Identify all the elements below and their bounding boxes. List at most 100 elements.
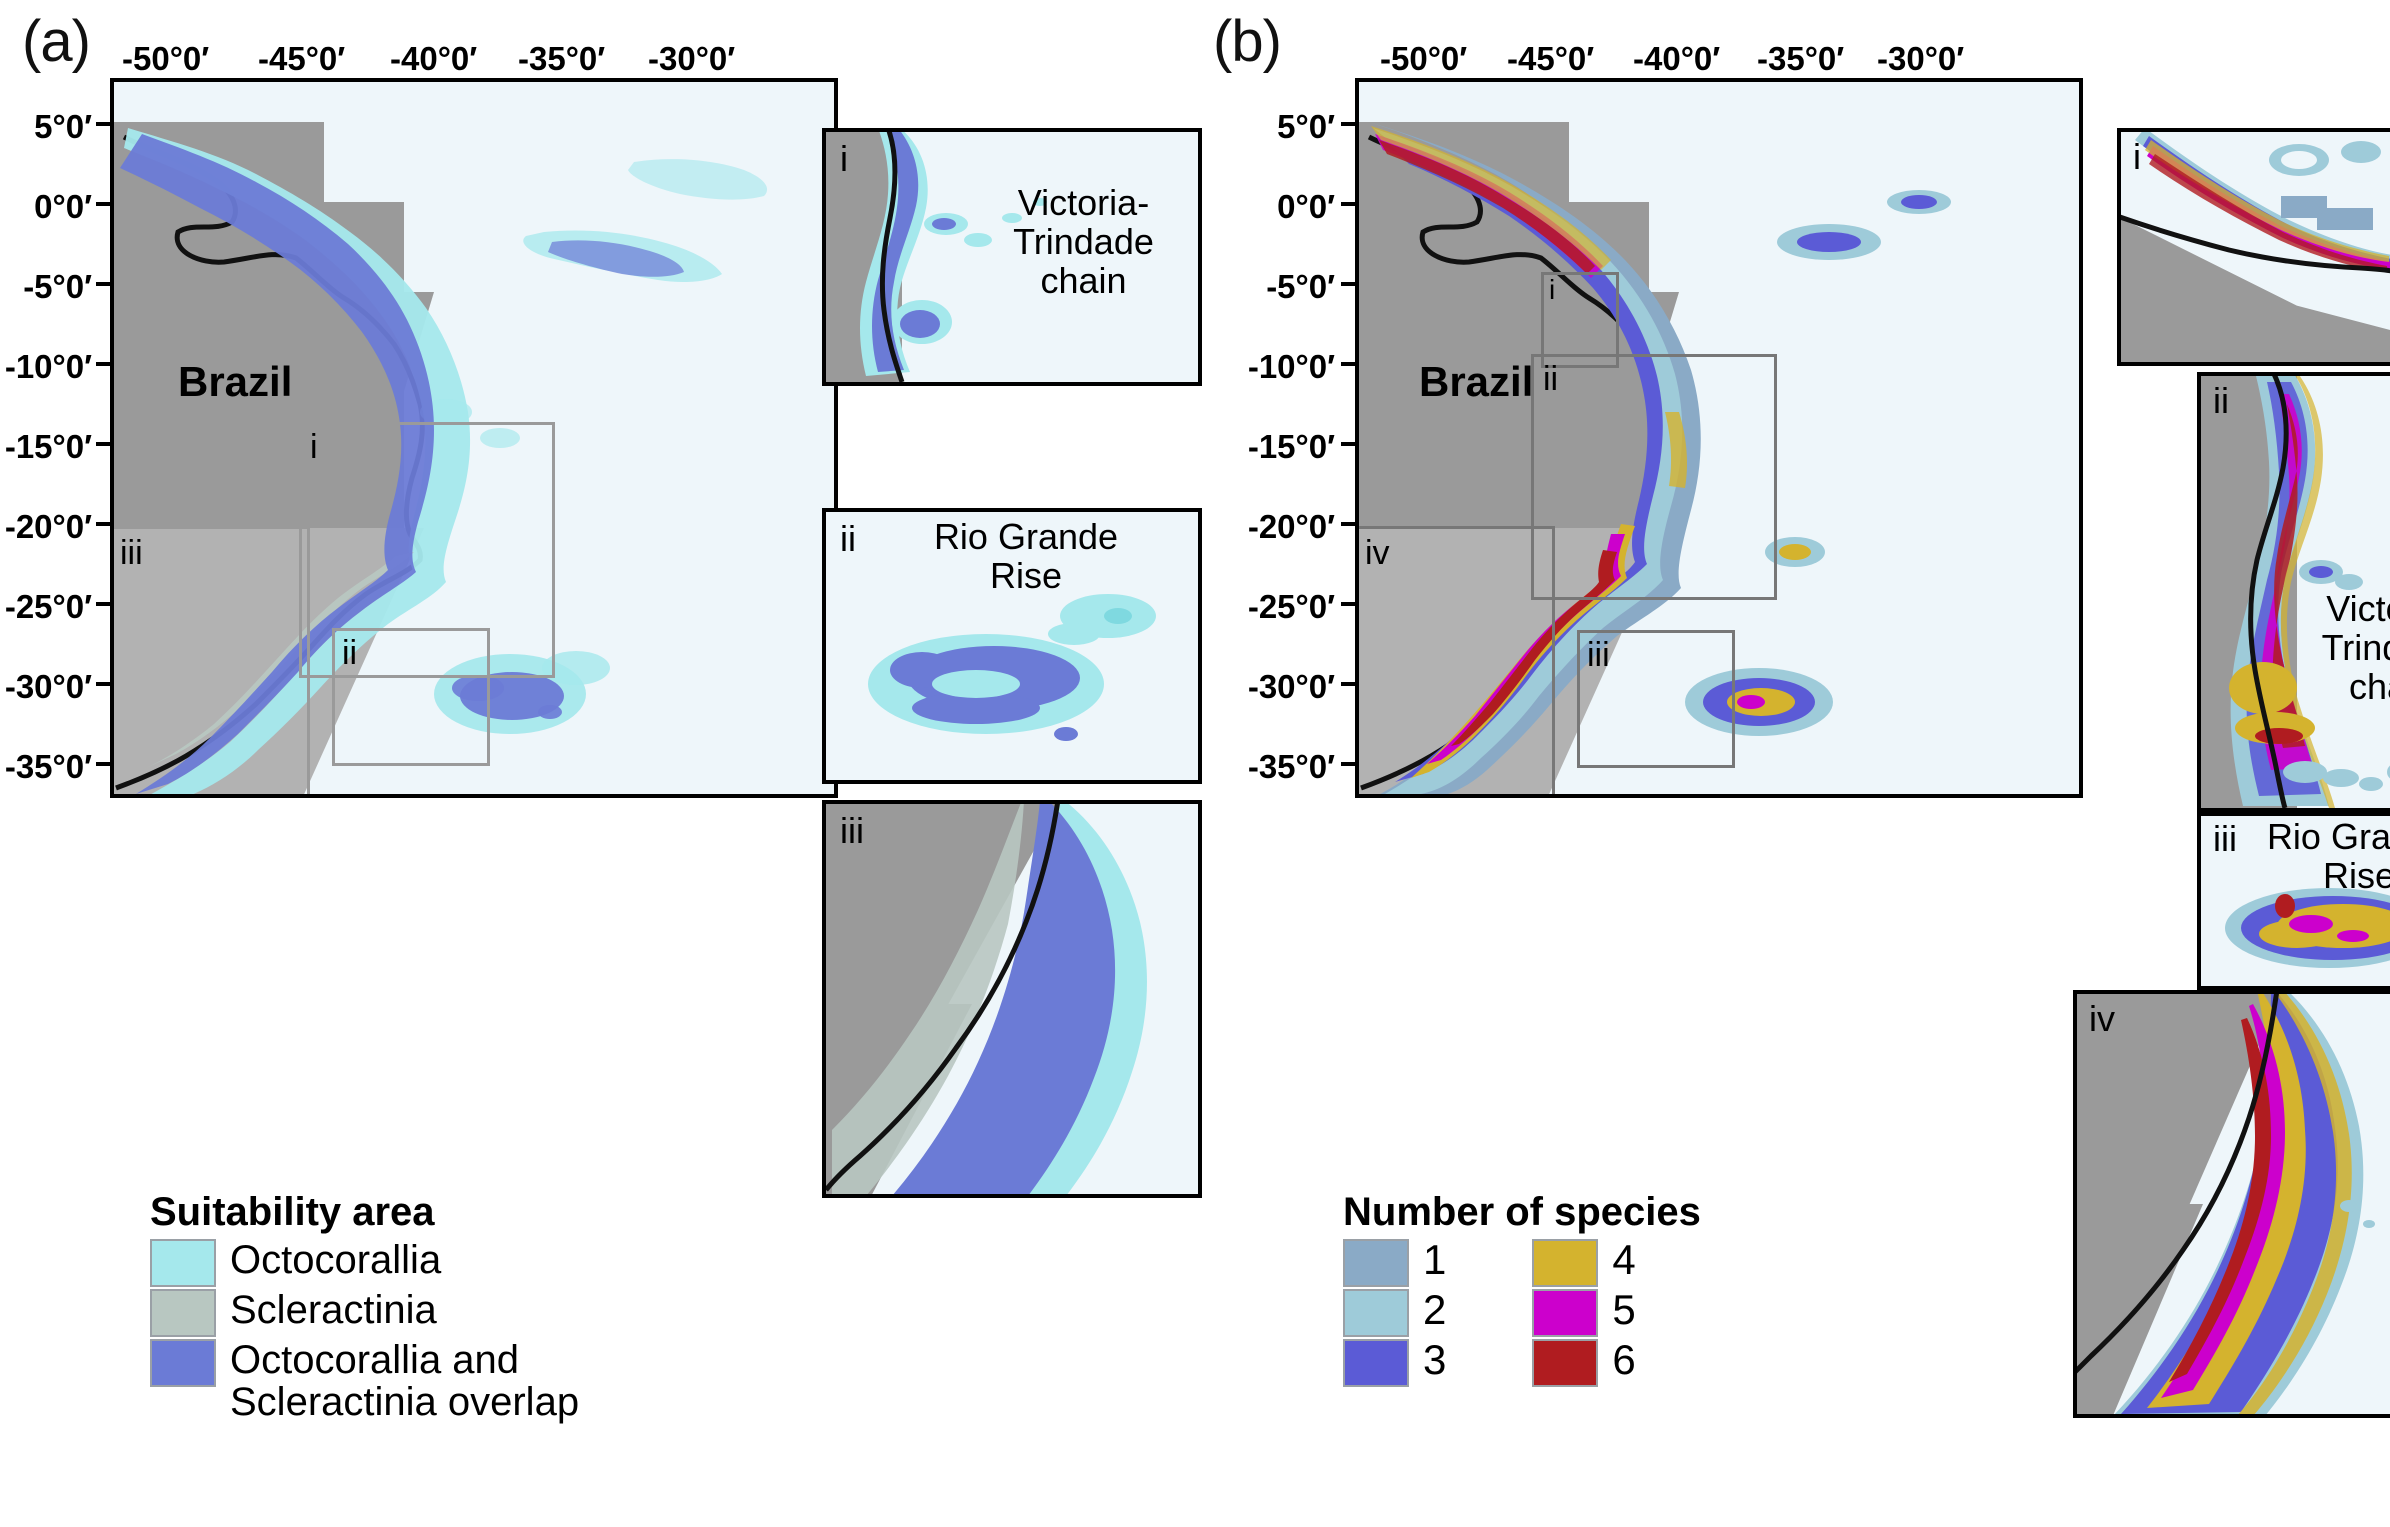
legend-item-species-4[interactable]: 4 bbox=[1532, 1236, 1636, 1287]
panel-a-locator-ii[interactable] bbox=[332, 628, 490, 766]
panel-a-xtick-2: -40°0′ bbox=[390, 40, 478, 77]
inset-iv-bands-b bbox=[2114, 994, 2375, 1414]
panel-b-inset-ii-title: Victoria- Trindade chain bbox=[2321, 588, 2390, 707]
panel-b-inset-iii-title: Rio Grande Rise bbox=[2266, 816, 2390, 896]
legend-swatch-species-2 bbox=[1343, 1289, 1409, 1337]
panel-b-ytick-mark-5 bbox=[1341, 522, 1355, 526]
panel-b-ytick-mark-0 bbox=[1341, 122, 1355, 126]
legend-label-species-2: 2 bbox=[1423, 1286, 1447, 1333]
panel-a-legend: Suitability area Octocorallia Scleractin… bbox=[150, 1190, 579, 1426]
panel-b-ytick-8: -35°0′ bbox=[1247, 748, 1335, 785]
panel-a-ytick-5: -20°0′ bbox=[4, 508, 92, 545]
inset-ii-coast-b bbox=[2248, 376, 2289, 808]
panel-b-main-map[interactable]: i ii iii iv Brazil bbox=[1355, 78, 2083, 798]
panel-b-inset-iv-number: iv bbox=[2089, 998, 2115, 1039]
panel-b-locator-iii-label: iii bbox=[1587, 636, 1610, 674]
panel-b-locator-i-label: i bbox=[1549, 274, 1556, 305]
panel-a-main-map[interactable]: i ii iii Brazil bbox=[110, 78, 838, 798]
panel-a-xtick-1: -45°0′ bbox=[258, 40, 346, 77]
panel-a-inset-ii-title: Rio Grande Rise bbox=[933, 516, 1119, 596]
legend-label-species-5: 5 bbox=[1612, 1286, 1636, 1333]
panel-b-ytick-mark-6 bbox=[1341, 602, 1355, 606]
panel-b-xtick-4: -30°0′ bbox=[1877, 40, 1965, 77]
panel-a-ytick-4: -15°0′ bbox=[4, 428, 92, 465]
panel-a-ytick-mark-6 bbox=[96, 602, 110, 606]
panel-a-locator-i-label: i bbox=[310, 428, 318, 466]
panel-a-xtick-0: -50°0′ bbox=[122, 40, 210, 77]
inset-iii-bands-b bbox=[2225, 888, 2390, 968]
panel-b-inset-ii-number: ii bbox=[2213, 380, 2229, 421]
panel-b-ytick-3: -10°0′ bbox=[1247, 348, 1335, 385]
panel-a-letter: (a) bbox=[22, 9, 91, 74]
panel-a-inset-i[interactable]: i Victoria- Trindade chain bbox=[822, 128, 1202, 386]
legend-item-species-3[interactable]: 3 bbox=[1343, 1339, 1446, 1387]
panel-a-xtick-4: -30°0′ bbox=[648, 40, 736, 77]
panel-b-xtick-2: -40°0′ bbox=[1633, 40, 1721, 77]
legend-swatch-species-1 bbox=[1343, 1239, 1409, 1287]
richness-bands-b bbox=[1369, 122, 1951, 794]
legend-item-species-1[interactable]: 1 bbox=[1343, 1239, 1446, 1287]
panel-b-legend-col-left: 1 2 3 bbox=[1343, 1239, 1446, 1389]
inset-iii-bands bbox=[832, 804, 1147, 1194]
panel-a-ytick-0: 5°0′ bbox=[34, 108, 92, 145]
legend-swatch-overlap bbox=[150, 1339, 216, 1387]
legend-item-species-6[interactable]: 6 bbox=[1532, 1336, 1636, 1387]
legend-label-octocorallia: Octocorallia bbox=[230, 1238, 442, 1282]
panel-b-country-label: Brazil bbox=[1419, 358, 1534, 405]
panel-b-inset-ii[interactable]: ii Victoria- Trindade chain bbox=[2197, 372, 2390, 812]
panel-b-ytick-5: -20°0′ bbox=[1247, 508, 1335, 545]
scleractinia-band bbox=[142, 552, 414, 770]
panel-a-ytick-2: -5°0′ bbox=[23, 268, 92, 305]
panel-b-ytick-mark-3 bbox=[1341, 362, 1355, 366]
legend-item-scleractinia[interactable]: Scleractinia bbox=[150, 1289, 579, 1337]
panel-a-inset-ii-number: ii bbox=[840, 518, 856, 559]
legend-item-species-2[interactable]: 2 bbox=[1343, 1289, 1446, 1337]
panel-b-xtick-1: -45°0′ bbox=[1507, 40, 1595, 77]
panel-b-ytick-4: -15°0′ bbox=[1247, 428, 1335, 465]
legend-swatch-scleractinia bbox=[150, 1289, 216, 1337]
panel-b-locator-iv[interactable] bbox=[1359, 526, 1555, 794]
legend-label-species-1: 1 bbox=[1423, 1236, 1447, 1283]
panel-b-inset-iv[interactable]: iv bbox=[2073, 990, 2390, 1418]
panel-a-ytick-mark-2 bbox=[96, 282, 110, 286]
legend-item-overlap[interactable]: Octocorallia and Scleractinia overlap bbox=[150, 1339, 579, 1424]
inset-ii-bands-b bbox=[2229, 376, 2390, 808]
panel-b-locator-iii[interactable] bbox=[1577, 630, 1735, 768]
panel-a-ytick-1: 0°0′ bbox=[34, 188, 92, 225]
panel-b-locator-i[interactable] bbox=[1541, 272, 1619, 368]
panel-a-xtick-3: -35°0′ bbox=[518, 40, 606, 77]
legend-swatch-species-6 bbox=[1532, 1339, 1599, 1387]
panel-b-ytick-0: 5°0′ bbox=[1277, 108, 1335, 145]
legend-label-species-3: 3 bbox=[1423, 1336, 1447, 1383]
panel-b-inset-iii[interactable]: iii Rio Grande Rise bbox=[2197, 812, 2390, 990]
legend-item-species-5[interactable]: 5 bbox=[1532, 1286, 1636, 1337]
panel-b-ytick-mark-2 bbox=[1341, 282, 1355, 286]
panel-a-inset-ii[interactable]: ii Rio Grande Rise bbox=[822, 508, 1202, 784]
panel-a-inset-iii[interactable]: iii bbox=[822, 800, 1202, 1198]
panel-b-legend-col-right: 4 5 6 bbox=[1532, 1236, 1636, 1389]
inset-i-coast bbox=[879, 132, 905, 382]
panel-a-ytick-8: -35°0′ bbox=[4, 748, 92, 785]
panel-b-ytick-mark-1 bbox=[1341, 202, 1355, 206]
panel-a-inset-iii-number: iii bbox=[840, 810, 864, 851]
legend-label-species-6: 6 bbox=[1612, 1336, 1636, 1383]
panel-a-ytick-6: -25°0′ bbox=[4, 588, 92, 625]
legend-swatch-species-3 bbox=[1343, 1339, 1409, 1387]
panel-a-legend-title: Suitability area bbox=[150, 1190, 435, 1234]
panel-b-inset-iii-number: iii bbox=[2213, 818, 2237, 859]
panel-a-locator-iii[interactable] bbox=[114, 526, 310, 794]
panel-b-xtick-0: -50°0′ bbox=[1380, 40, 1468, 77]
panel-a-locator-i[interactable] bbox=[299, 422, 555, 678]
panel-b-inset-i[interactable]: i bbox=[2117, 128, 2390, 366]
panel-b-locator-ii-label: ii bbox=[1543, 360, 1559, 398]
legend-item-octocorallia[interactable]: Octocorallia bbox=[150, 1239, 579, 1287]
panel-a-ytick-3: -10°0′ bbox=[4, 348, 92, 385]
panel-b-xtick-3: -35°0′ bbox=[1757, 40, 1845, 77]
panel-a-inset-i-number: i bbox=[840, 138, 848, 179]
panel-b-locator-ii[interactable] bbox=[1531, 354, 1777, 600]
legend-label-scleractinia: Scleractinia bbox=[230, 1288, 437, 1332]
panel-b-ytick-mark-8 bbox=[1341, 762, 1355, 766]
inset-i-coast-b bbox=[2121, 214, 2390, 274]
legend-label-species-4: 4 bbox=[1612, 1236, 1636, 1283]
panel-b-ytick-2: -5°0′ bbox=[1266, 268, 1335, 305]
